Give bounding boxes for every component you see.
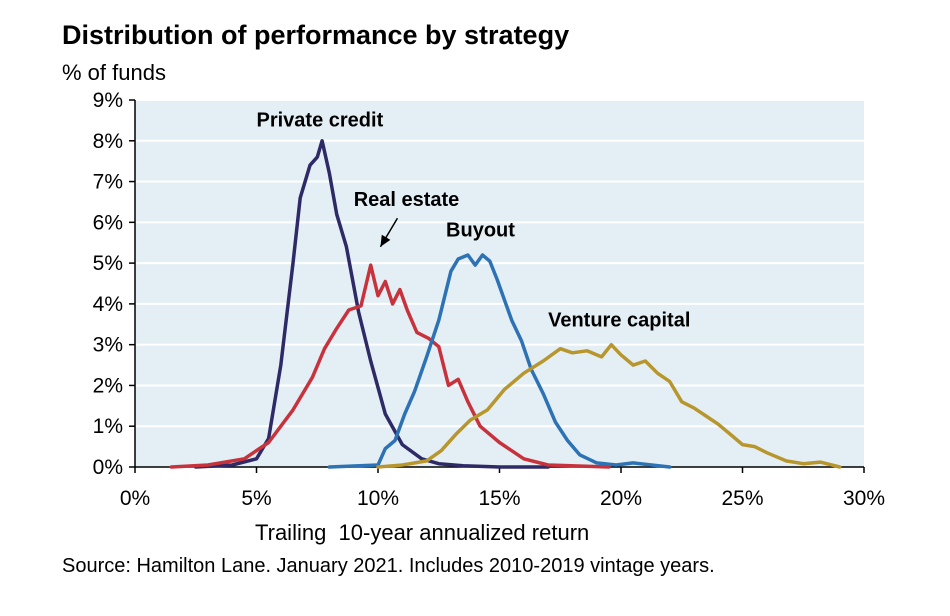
series-label-buyout: Buyout [446, 220, 515, 242]
x-tick-label: 10% [357, 487, 399, 510]
y-tick-label: 7% [93, 171, 123, 194]
y-tick-label: 0% [93, 456, 123, 479]
y-tick-label: 3% [93, 334, 123, 357]
gridlines [135, 99, 864, 428]
axes: 0% 1% 2% 3% 4% 5% 6% 7% 8% 9% 0% 5% 10% 15% 20% 25% 30% [93, 89, 885, 510]
series-label-venture-capital: Venture capital [548, 309, 690, 331]
y-tick-label: 1% [93, 415, 123, 438]
y-tick-label: 9% [93, 89, 123, 112]
x-tick-label: 15% [478, 487, 520, 510]
series-line-venture-capital [376, 342, 842, 469]
y-tick-label: 4% [93, 293, 123, 316]
annotation-arrow-head [380, 234, 391, 247]
chart-subtitle: % of funds [62, 60, 166, 85]
y-tick-label: 6% [93, 211, 123, 234]
series-label-real-estate: Real estate [354, 189, 460, 211]
series-line-private-credit [194, 139, 550, 469]
x-tick-label: 30% [843, 487, 885, 510]
x-tick-label: 25% [721, 487, 763, 510]
annotations: Private credit Real estate Buyout Venture c… [257, 110, 691, 332]
x-tick-label: 5% [241, 487, 271, 510]
x-axis-title: Trailing 10-year annualized return [255, 520, 589, 545]
x-tick-label: 0% [120, 487, 150, 510]
y-tick-label: 8% [93, 130, 123, 153]
chart-title: Distribution of performance by strategy [62, 20, 570, 50]
chart-source: Source: Hamilton Lane. January 2021. Inc… [62, 555, 715, 577]
series-label-private-credit: Private credit [257, 110, 384, 132]
x-tick-label: 20% [600, 487, 642, 510]
y-tick-label: 2% [93, 374, 123, 397]
y-tick-label: 5% [93, 252, 123, 275]
series-line-buyout [327, 253, 672, 469]
series [169, 139, 842, 469]
